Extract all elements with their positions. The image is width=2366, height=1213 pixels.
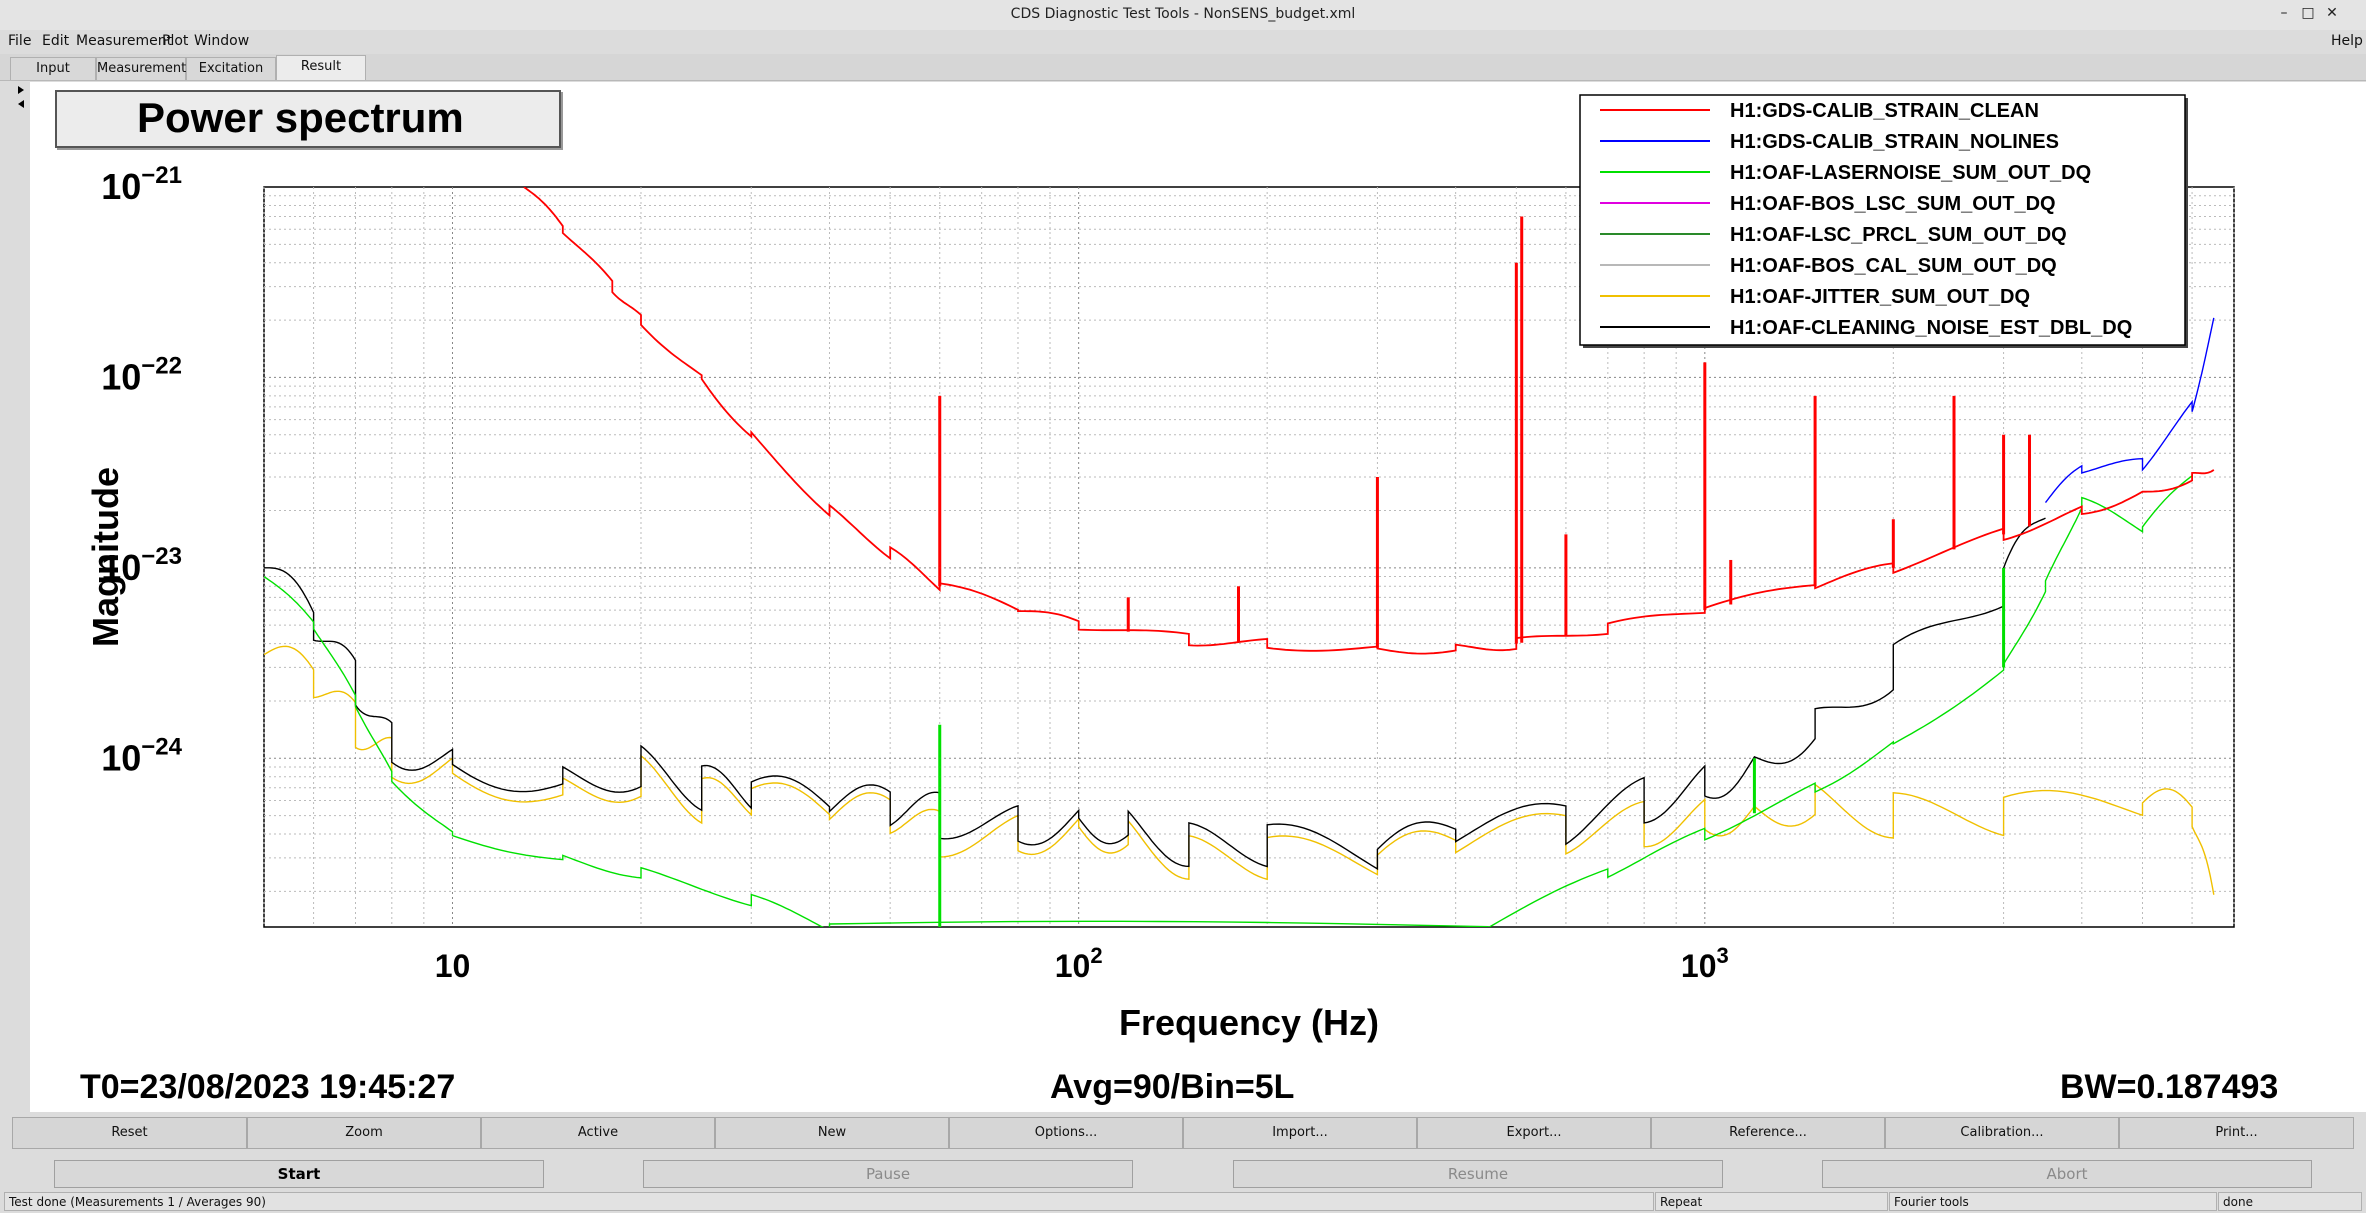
- window-titlebar: CDS Diagnostic Test Tools - NonSENS_budg…: [0, 0, 2366, 31]
- pad-prev-arrow-icon[interactable]: [18, 100, 24, 108]
- y-tick-label: 10−22: [101, 352, 182, 397]
- active-button[interactable]: Active: [481, 1117, 715, 1149]
- resume-button[interactable]: Resume: [1233, 1160, 1723, 1188]
- import-button[interactable]: Import...: [1183, 1117, 1417, 1149]
- chart-series-layer: [264, 187, 2215, 927]
- tab-result[interactable]: Result: [276, 55, 366, 80]
- legend-entry-label: H1:OAF-JITTER_SUM_OUT_DQ: [1730, 286, 2030, 308]
- tab-measurement[interactable]: Measurement: [96, 57, 186, 80]
- menu-measurement[interactable]: Measurement: [76, 33, 173, 49]
- legend-entry-label: H1:OAF-CLEANING_NOISE_EST_DBL_DQ: [1730, 317, 2132, 339]
- y-axis-label: Magnitude: [85, 467, 126, 647]
- plot-t0-label: T0=23/08/2023 19:45:27: [80, 1068, 456, 1106]
- y-tick-label: 10−21: [101, 162, 182, 207]
- export-button[interactable]: Export...: [1417, 1117, 1651, 1149]
- x-axis-label: Frequency (Hz): [1119, 1002, 1379, 1043]
- abort-button[interactable]: Abort: [1822, 1160, 2312, 1188]
- menu-edit[interactable]: Edit: [42, 33, 70, 49]
- series-line-3: [264, 475, 2193, 927]
- legend-box: [1579, 94, 2186, 346]
- new-button[interactable]: New: [715, 1117, 949, 1149]
- menu-file[interactable]: File: [8, 33, 32, 49]
- legend-entry-label: H1:OAF-LSC_PRCL_SUM_OUT_DQ: [1730, 224, 2067, 246]
- legend-entry-label: H1:OAF-BOS_LSC_SUM_OUT_DQ: [1730, 193, 2056, 215]
- menubar: File Edit Measurement Plot Window Help: [0, 30, 2366, 54]
- tab-input[interactable]: Input: [10, 57, 96, 80]
- menu-help[interactable]: Help: [2331, 33, 2363, 49]
- series-line-8: [264, 517, 2046, 871]
- plot-bw-label: BW=0.187493: [2060, 1068, 2279, 1106]
- minimize-icon[interactable]: –: [2280, 5, 2288, 21]
- chart-ticks: 10 102 103 10−21 10−22 10−23 10−24: [101, 162, 1729, 984]
- reference-button[interactable]: Reference...: [1651, 1117, 1885, 1149]
- legend-entry-label: H1:GDS-CALIB_STRAIN_NOLINES: [1730, 131, 2059, 153]
- series-line-7: [264, 645, 2215, 895]
- legend-entry-label: H1:GDS-CALIB_STRAIN_CLEAN: [1730, 100, 2039, 122]
- x-tick-label: 103: [1681, 943, 1729, 984]
- menu-plot[interactable]: Plot: [162, 33, 189, 49]
- plot-avg-label: Avg=90/Bin=5L: [1050, 1068, 1295, 1106]
- chart-legend: H1:GDS-CALIB_STRAIN_CLEAN H1:GDS-CALIB_ST…: [1579, 94, 2188, 348]
- y-tick-label: 10−24: [101, 733, 182, 778]
- menu-window[interactable]: Window: [194, 33, 250, 49]
- pause-button[interactable]: Pause: [643, 1160, 1133, 1188]
- pad-navigation: [14, 80, 28, 110]
- start-button[interactable]: Start: [54, 1160, 544, 1188]
- maximize-icon[interactable]: □: [2301, 5, 2315, 21]
- tab-bar: Input Measurement Excitation Result: [0, 54, 2366, 81]
- close-icon[interactable]: ✕: [2326, 5, 2338, 21]
- status-bar: Test done (Measurements 1 / Averages 90)…: [0, 1190, 2366, 1213]
- status-message: Test done (Measurements 1 / Averages 90): [4, 1192, 1654, 1211]
- plot-title: Power spectrum: [55, 90, 561, 148]
- series-line-2: [2044, 317, 2215, 504]
- options-button[interactable]: Options...: [949, 1117, 1183, 1149]
- zoom-button[interactable]: Zoom: [247, 1117, 481, 1149]
- x-tick-label: 10: [435, 948, 471, 984]
- tab-excitation[interactable]: Excitation: [186, 57, 276, 80]
- window-title: CDS Diagnostic Test Tools - NonSENS_budg…: [1010, 6, 1356, 22]
- status-repeat: Repeat: [1655, 1192, 1888, 1211]
- calibration-button[interactable]: Calibration...: [1885, 1117, 2119, 1149]
- status-tool: Fourier tools: [1889, 1192, 2217, 1211]
- legend-entry-label: H1:OAF-BOS_CAL_SUM_OUT_DQ: [1730, 255, 2057, 277]
- status-state: done: [2218, 1192, 2362, 1211]
- x-tick-label: 102: [1055, 943, 1103, 984]
- series-line-1: [523, 187, 2215, 655]
- print-button[interactable]: Print...: [2119, 1117, 2354, 1149]
- legend-entry-label: H1:OAF-LASERNOISE_SUM_OUT_DQ: [1730, 162, 2091, 184]
- y-tick-label: 10−23: [101, 543, 182, 588]
- reset-button[interactable]: Reset: [12, 1117, 247, 1149]
- pad-next-arrow-icon[interactable]: [18, 86, 24, 94]
